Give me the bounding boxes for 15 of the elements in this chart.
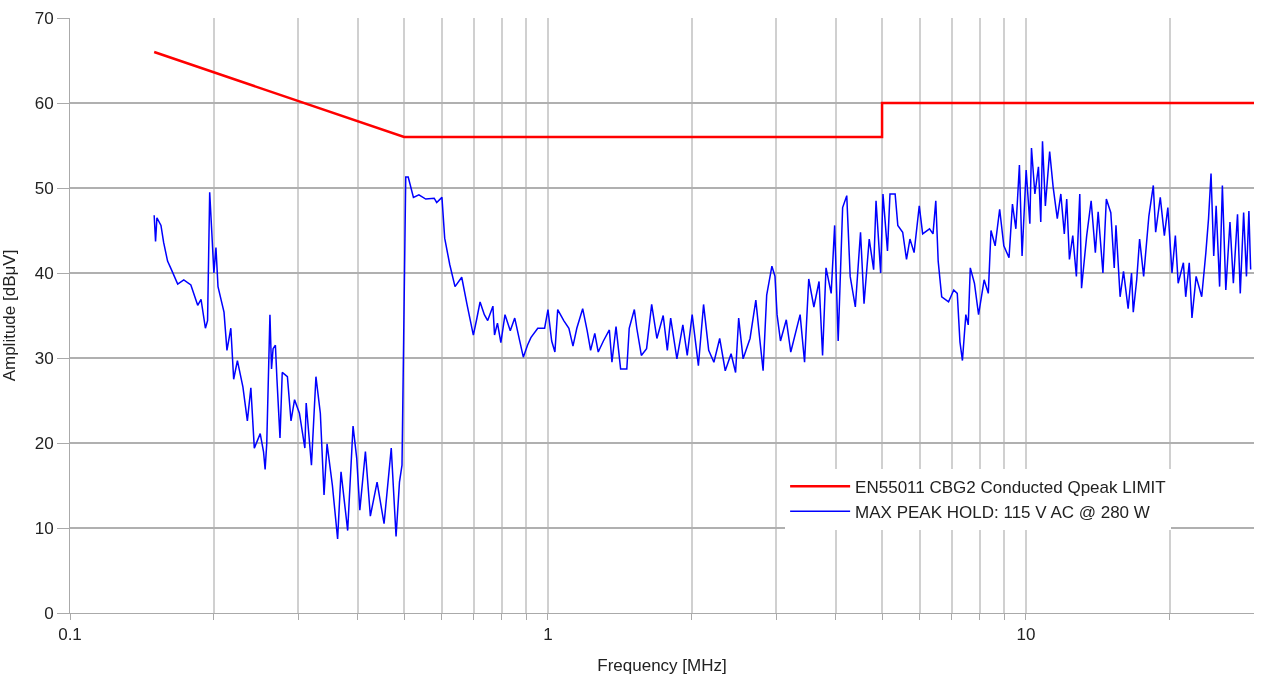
legend-label: MAX PEAK HOLD: 115 V AC @ 280 W [855, 502, 1150, 522]
x-tick-label: 1 [543, 625, 553, 645]
x-tick-label: 0.1 [58, 625, 82, 645]
y-tick-label: 10 [34, 518, 54, 538]
y-tick-label: 50 [34, 178, 54, 198]
y-tick-label: 40 [34, 263, 54, 283]
y-tick-label: 60 [34, 93, 54, 113]
x-tick-label: 10 [1016, 625, 1036, 645]
y-tick-label: 70 [34, 8, 54, 28]
legend-label: EN55011 CBG2 Conducted Qpeak LIMIT [855, 477, 1166, 497]
x-axis-title: Frequency [MHz] [597, 655, 727, 675]
y-tick-label: 20 [34, 433, 54, 453]
y-tick-label: 0 [44, 603, 54, 623]
y-axis-title: Amplitude [dBμV] [0, 249, 19, 382]
y-tick-label: 30 [34, 348, 54, 368]
